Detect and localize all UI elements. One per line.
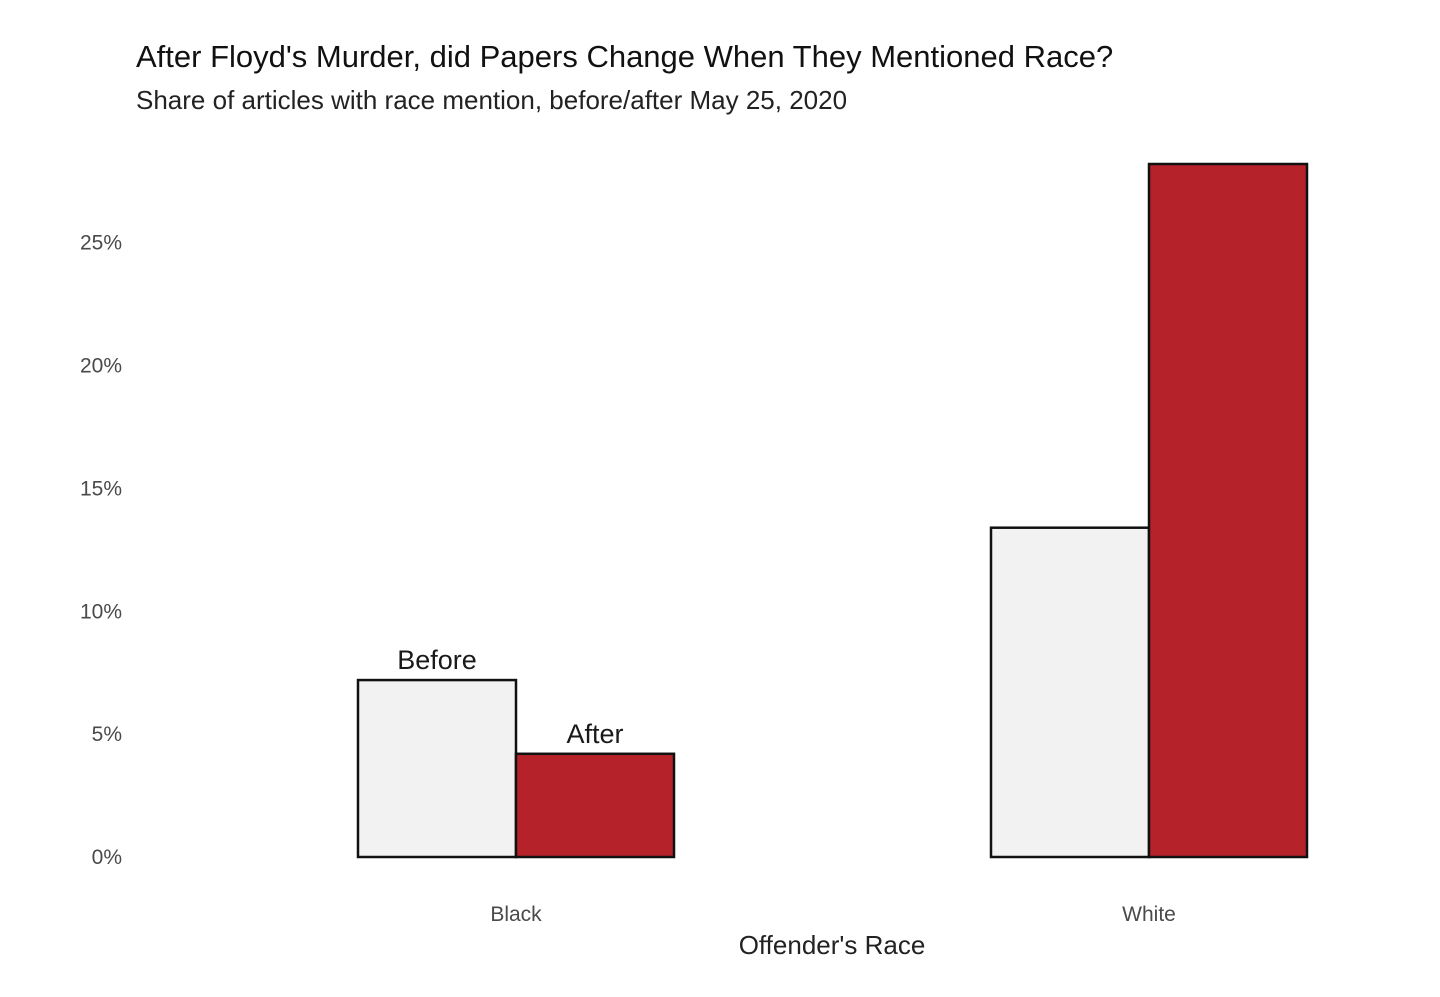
x-tick-label: Black: [490, 903, 542, 926]
chart-title: After Floyd's Murder, did Papers Change …: [136, 39, 1113, 74]
y-tick-label: 15%: [80, 477, 122, 500]
bars: [356, 162, 1309, 859]
bar-white-after: [1147, 162, 1309, 859]
bar-black-before: [356, 678, 518, 859]
chart-subtitle: Share of articles with race mention, bef…: [136, 85, 847, 115]
x-tick-label: White: [1122, 903, 1176, 926]
y-tick-label: 5%: [92, 723, 122, 746]
y-tick-label: 20%: [80, 355, 122, 378]
bar-label-after: After: [566, 719, 623, 749]
bar-labels: Before After: [397, 645, 623, 749]
bar-white-before: [989, 526, 1151, 859]
x-axis-ticks: Black White: [490, 903, 1176, 926]
bar-label-before: Before: [397, 645, 477, 675]
x-axis-label: Offender's Race: [739, 930, 926, 960]
y-tick-label: 0%: [92, 846, 122, 869]
y-axis-ticks: 0% 5% 10% 15% 20% 25%: [80, 232, 122, 869]
y-tick-label: 25%: [80, 232, 122, 255]
bar-black-after: [514, 752, 676, 859]
y-tick-label: 10%: [80, 600, 122, 623]
